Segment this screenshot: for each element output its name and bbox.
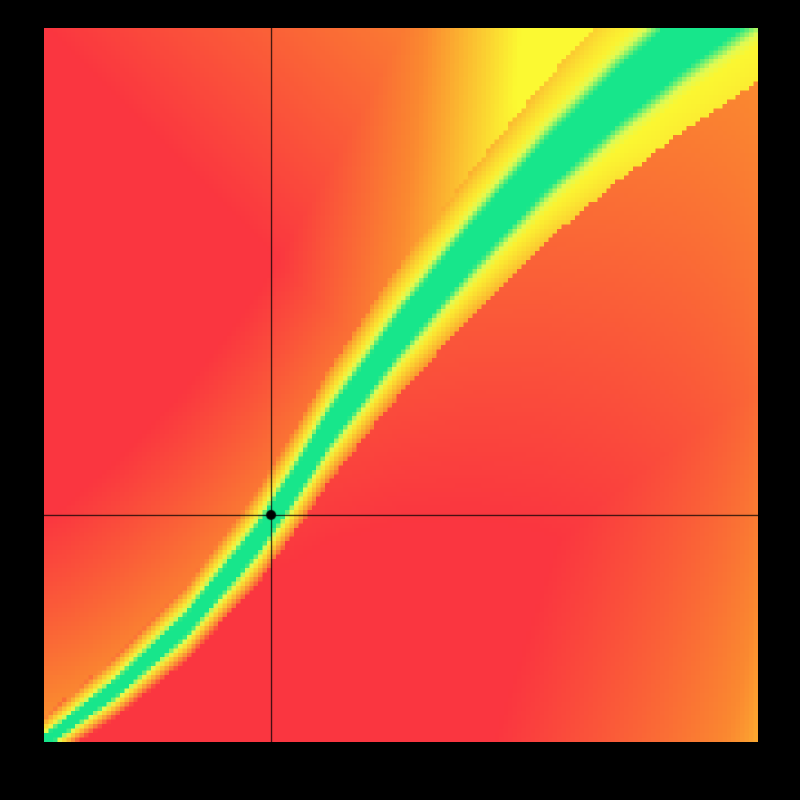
crosshair-overlay: [44, 28, 758, 742]
watermark-text: TheBottleneck.com: [564, 4, 758, 28]
